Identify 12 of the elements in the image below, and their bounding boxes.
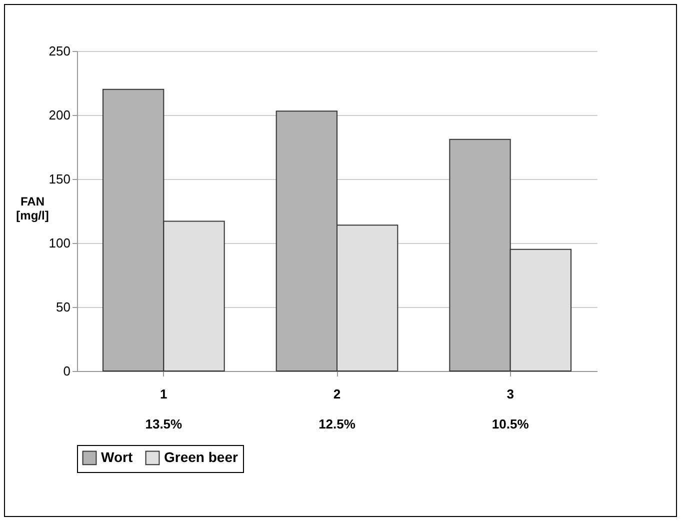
y-tick-label: 250 <box>48 44 70 58</box>
y-tick-label: 0 <box>63 364 70 378</box>
y-tick-label: 100 <box>48 236 70 250</box>
y-tick-label: 150 <box>48 172 70 186</box>
legend-label: Green beer <box>164 448 238 465</box>
legend-label: Wort <box>101 448 133 465</box>
y-tick-label: 200 <box>48 108 70 122</box>
x-tick-label: 2 12.5% <box>318 386 356 432</box>
y-axis-title: FAN [mg/l] <box>16 194 49 222</box>
x-tick-label: 3 10.5% <box>492 386 530 432</box>
y-tick-label: 50 <box>56 300 70 314</box>
x-tick-label: 1 13.5% <box>145 386 183 432</box>
